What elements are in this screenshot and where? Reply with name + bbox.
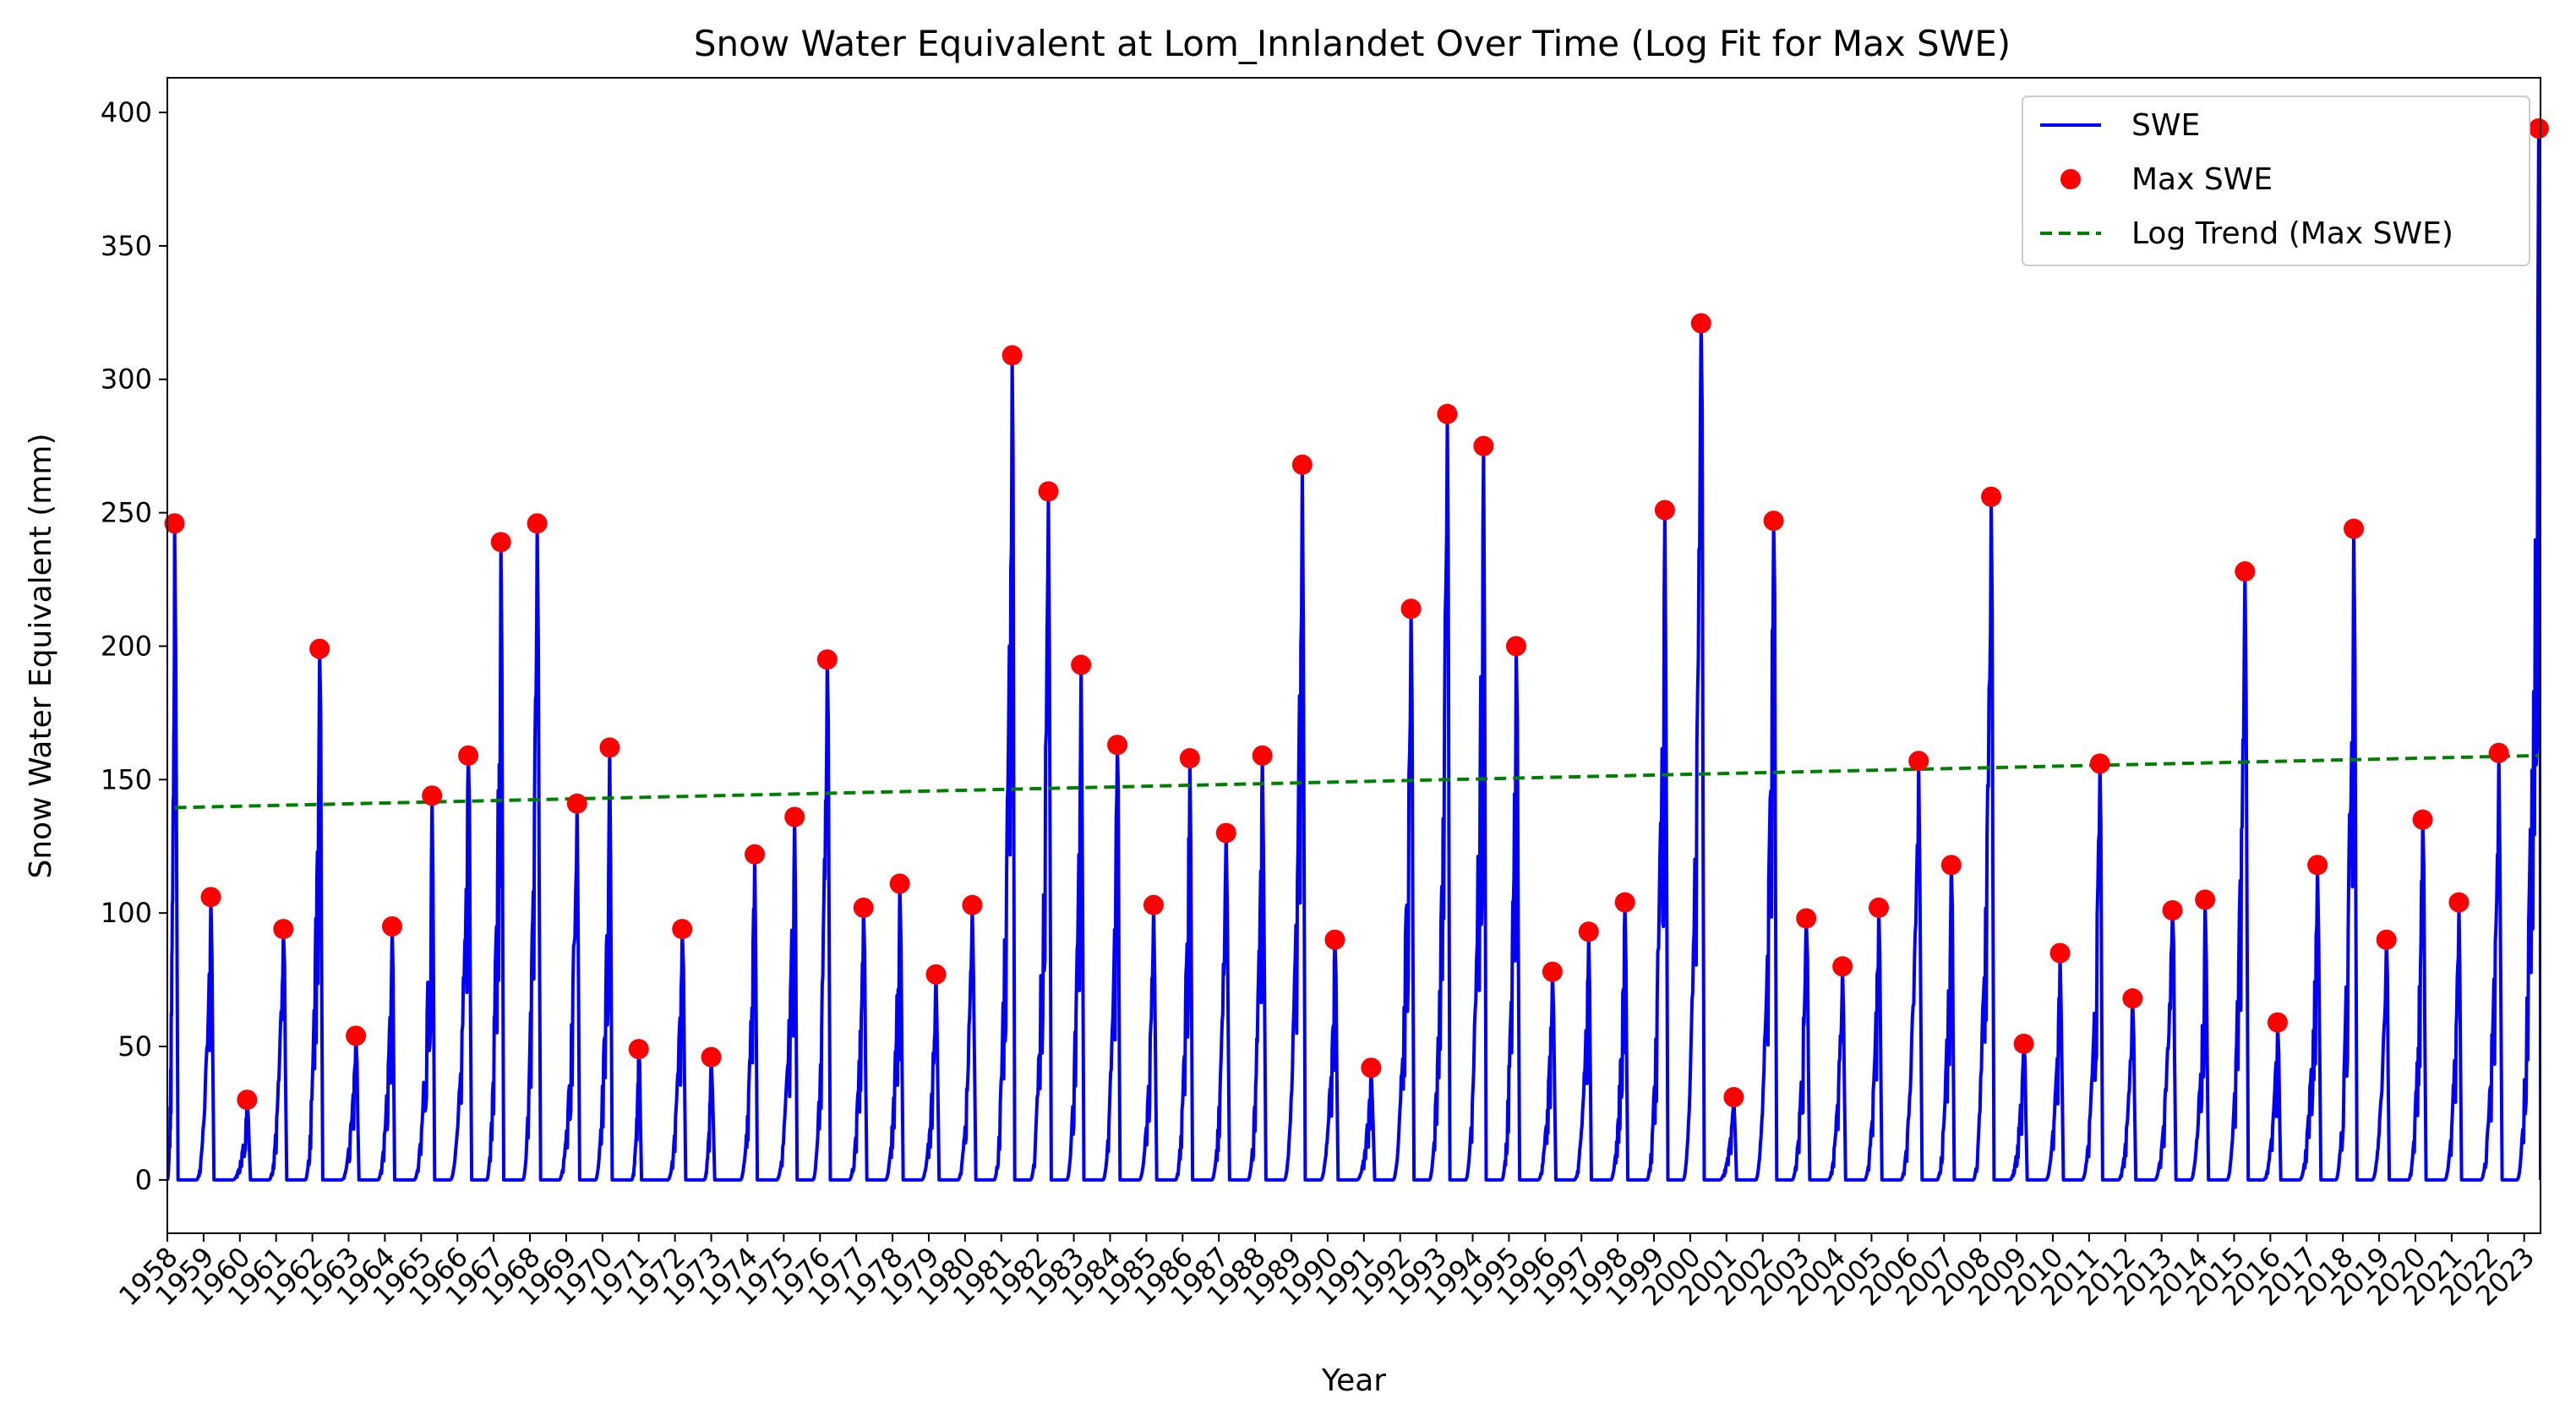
max-swe-point: [1001, 345, 1023, 366]
max-swe-point: [1614, 892, 1635, 913]
max-swe-point: [672, 919, 693, 940]
max-swe-point: [925, 964, 947, 985]
max-swe-point: [1215, 822, 1236, 844]
max-swe-point: [628, 1039, 649, 1060]
y-tick-label: 250: [101, 497, 152, 529]
y-tick-label: 150: [101, 763, 152, 795]
max-swe-point: [1723, 1086, 1744, 1107]
y-tick-label: 100: [101, 897, 152, 929]
max-swe-point: [784, 806, 805, 828]
max-swe-point: [2013, 1033, 2034, 1054]
max-swe-point: [1832, 956, 1853, 977]
marker-layer: [164, 117, 2549, 1111]
max-swe-point: [1869, 897, 1890, 918]
max-swe-point: [1505, 636, 1526, 657]
y-tick-label: 400: [101, 96, 152, 128]
swe-series-line: [167, 127, 2541, 1182]
max-swe-point: [816, 649, 838, 670]
max-swe-point: [200, 887, 221, 908]
max-swe-point: [1437, 403, 1458, 424]
x-axis-ticks: 1958195919601961196219631964196519661967…: [112, 1233, 2541, 1312]
max-swe-point: [2122, 988, 2143, 1009]
max-swe-point: [2089, 753, 2110, 774]
max-swe-point: [2195, 889, 2216, 910]
legend-swe-label: SWE: [2131, 108, 2200, 143]
max-swe-point: [2376, 929, 2397, 950]
legend-max-swe-swatch: [2060, 169, 2081, 189]
max-swe-point: [309, 638, 330, 659]
max-swe-point: [1107, 735, 1128, 756]
max-swe-point: [2049, 942, 2071, 964]
max-swe-point: [962, 894, 983, 915]
max-swe-point: [1252, 745, 1273, 766]
y-axis-label: Snow Water Equivalent (mm): [24, 434, 58, 879]
max-swe-point: [1473, 435, 1494, 456]
max-swe-point: [889, 873, 910, 894]
chart-title: Snow Water Equivalent at Lom_Innlandet O…: [694, 23, 2011, 64]
max-swe-point: [853, 897, 874, 918]
legend-box: [2022, 96, 2530, 266]
max-swe-point: [1981, 486, 2002, 507]
max-swe-point: [1940, 855, 1962, 876]
max-swe-point: [1324, 929, 1345, 950]
max-swe-point: [1763, 511, 1784, 532]
max-swe-point: [745, 844, 766, 865]
max-swe-point: [1179, 748, 1200, 769]
max-swe-point: [2307, 855, 2328, 876]
max-swe-point: [2448, 892, 2470, 913]
max-swe-point: [422, 785, 443, 806]
max-swe-point: [1400, 598, 1422, 620]
y-tick-label: 50: [117, 1030, 152, 1063]
max-swe-point: [527, 513, 548, 534]
y-tick-label: 350: [101, 230, 152, 262]
max-swe-point: [1143, 894, 1164, 915]
max-swe-point: [2344, 518, 2365, 539]
legend: SWE Max SWE Log Trend (Max SWE): [2022, 96, 2530, 266]
series-layer: [167, 127, 2541, 1182]
max-swe-point: [2488, 742, 2509, 763]
max-swe-point: [701, 1046, 722, 1068]
max-swe-point: [1578, 921, 1599, 942]
max-swe-point: [458, 745, 479, 766]
legend-log-trend-label: Log Trend (Max SWE): [2131, 216, 2453, 251]
max-swe-point: [381, 915, 402, 937]
y-tick-label: 0: [135, 1164, 152, 1196]
max-swe-point: [1038, 481, 1059, 502]
y-tick-label: 200: [101, 630, 152, 662]
max-swe-point: [1908, 751, 1929, 772]
max-swe-point: [1796, 908, 1817, 929]
max-swe-point: [1071, 654, 1092, 675]
max-swe-point: [1361, 1057, 1382, 1079]
max-swe-point: [490, 532, 511, 553]
max-swe-point: [164, 513, 185, 534]
plot-frame: [166, 77, 2541, 1234]
y-axis-ticks: 0 50 100 150 200 250 300 350 400: [101, 96, 167, 1196]
max-swe-point: [2162, 899, 2183, 921]
max-swe-point: [273, 919, 294, 940]
max-swe-point: [1690, 313, 1711, 334]
max-swe-point: [2267, 1012, 2288, 1033]
max-swe-point: [2412, 809, 2433, 830]
max-swe-point: [2235, 561, 2256, 582]
max-swe-point: [599, 737, 620, 758]
log-trend-line: [174, 753, 2539, 810]
legend-max-swe-label: Max SWE: [2131, 162, 2273, 197]
y-tick-label: 300: [101, 363, 152, 396]
max-swe-point: [1542, 961, 1563, 982]
max-swe-point: [566, 793, 587, 814]
max-swe-point: [2528, 117, 2549, 139]
x-axis-label: Year: [1321, 1363, 1386, 1398]
max-swe-point: [1654, 500, 1675, 521]
max-swe-point: [346, 1025, 367, 1046]
max-swe-point: [237, 1090, 258, 1111]
max-swe-point: [1291, 454, 1313, 475]
